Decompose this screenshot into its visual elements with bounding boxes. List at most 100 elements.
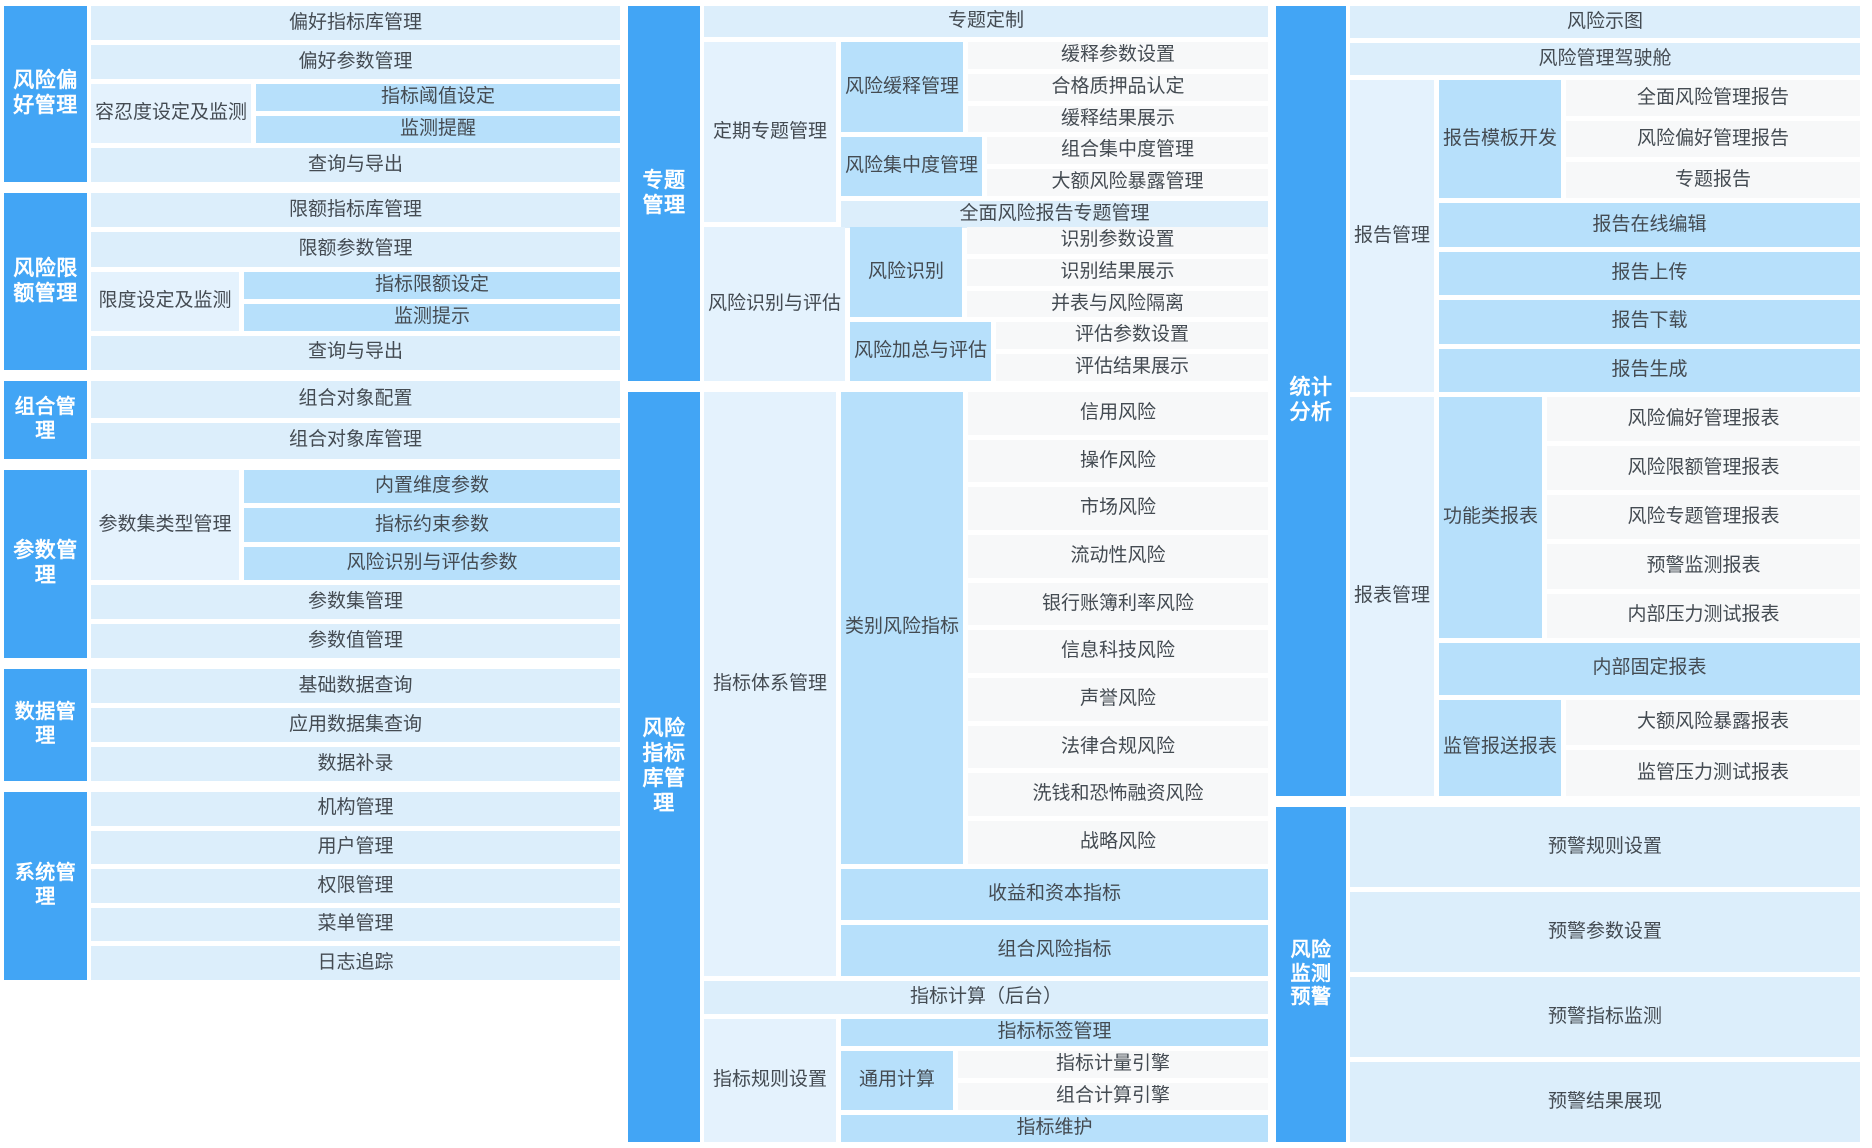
- module-title-portfolio[interactable]: 组合管理: [4, 381, 87, 459]
- group-label-limit-setting[interactable]: 限度设定及监测: [91, 271, 239, 331]
- item-indicator-calculation-backend[interactable]: 指标计算（后台）: [704, 981, 1268, 1014]
- group-label-tolerance[interactable]: 容忍度设定及监测: [91, 84, 252, 143]
- item-identify-result[interactable]: 识别结果展示: [967, 258, 1268, 286]
- item-alert-result-display[interactable]: 预警结果展现: [1350, 1062, 1860, 1142]
- item-risk-identify-assess-param[interactable]: 风险识别与评估参数: [244, 546, 620, 580]
- item-reputation-risk[interactable]: 声誉风险: [968, 678, 1268, 721]
- item-query-export-pref[interactable]: 查询与导出: [91, 147, 620, 183]
- item-sheet-large-exposure[interactable]: 大额风险暴露报表: [1566, 699, 1860, 746]
- group-label-periodic-topic[interactable]: 定期专题管理: [704, 42, 836, 222]
- item-consolidation-isolation[interactable]: 并表与风险隔离: [967, 290, 1268, 318]
- item-comprehensive-risk-report[interactable]: 全面风险管理报告: [1566, 80, 1860, 117]
- module-title-topic[interactable]: 专题管理: [628, 6, 700, 381]
- module-title-data[interactable]: 数据管理: [4, 669, 87, 781]
- subgroup-label-risk-identify[interactable]: 风险识别: [850, 227, 963, 318]
- item-portfolio-object-library[interactable]: 组合对象库管理: [91, 422, 620, 459]
- item-builtin-dimension-param[interactable]: 内置维度参数: [244, 470, 620, 504]
- group-label-risk-identify-assess[interactable]: 风险识别与评估: [704, 227, 846, 381]
- item-indicator-maintenance[interactable]: 指标维护: [841, 1114, 1268, 1142]
- item-basic-data-query[interactable]: 基础数据查询: [91, 669, 620, 703]
- item-eligible-collateral[interactable]: 合格质押品认定: [968, 73, 1268, 101]
- module-title-statistics[interactable]: 统计分析: [1276, 6, 1346, 796]
- item-portfolio-calc-engine[interactable]: 组合计算引擎: [958, 1083, 1268, 1110]
- item-credit-risk[interactable]: 信用风险: [968, 392, 1268, 435]
- item-risk-diagram[interactable]: 风险示图: [1350, 6, 1860, 38]
- item-market-risk[interactable]: 市场风险: [968, 487, 1268, 531]
- item-mitigation-result[interactable]: 缓释结果展示: [968, 105, 1268, 133]
- item-legal-compliance-risk[interactable]: 法律合规风险: [968, 725, 1268, 769]
- item-portfolio-concentration[interactable]: 组合集中度管理: [987, 137, 1268, 165]
- subgroup-label-category-risk-indicator[interactable]: 类别风险指标: [841, 392, 964, 864]
- item-it-risk[interactable]: 信息科技风险: [968, 630, 1268, 674]
- item-identify-param-setting[interactable]: 识别参数设置: [967, 227, 1268, 254]
- item-strategic-risk[interactable]: 战略风险: [968, 821, 1268, 864]
- item-alert-indicator-monitor[interactable]: 预警指标监测: [1350, 977, 1860, 1057]
- item-risk-cockpit[interactable]: 风险管理驾驶舱: [1350, 43, 1860, 75]
- subgroup-label-general-calculation[interactable]: 通用计算: [841, 1051, 953, 1110]
- item-report-online-edit[interactable]: 报告在线编辑: [1439, 203, 1860, 247]
- item-assess-param-setting[interactable]: 评估参数设置: [996, 322, 1268, 350]
- item-report-upload[interactable]: 报告上传: [1439, 251, 1860, 296]
- item-indicator-tag-mgmt[interactable]: 指标标签管理: [841, 1019, 1268, 1047]
- item-liquidity-risk[interactable]: 流动性风险: [968, 535, 1268, 578]
- group-label-sheet-mgmt[interactable]: 报表管理: [1350, 397, 1435, 796]
- item-sheet-internal-stress-test[interactable]: 内部压力测试报表: [1547, 593, 1860, 638]
- item-measurement-engine[interactable]: 指标计量引擎: [958, 1051, 1268, 1078]
- module-title-parameter[interactable]: 参数管理: [4, 470, 87, 658]
- item-banking-book-rate-risk[interactable]: 银行账簿利率风险: [968, 582, 1268, 626]
- module-title-system[interactable]: 系统管理: [4, 792, 87, 980]
- item-alert-rule-setting[interactable]: 预警规则设置: [1350, 807, 1860, 887]
- subgroup-label-risk-aggregation[interactable]: 风险加总与评估: [850, 322, 992, 381]
- module-title-risk-preference[interactable]: 风险偏好管理: [4, 6, 87, 182]
- item-topic-customization[interactable]: 专题定制: [704, 6, 1268, 37]
- item-org-mgmt[interactable]: 机构管理: [91, 792, 620, 826]
- subgroup-label-risk-concentration[interactable]: 风险集中度管理: [841, 137, 983, 196]
- item-sheet-risk-preference[interactable]: 风险偏好管理报表: [1547, 397, 1860, 442]
- item-aml-ctf-risk[interactable]: 洗钱和恐怖融资风险: [968, 773, 1268, 817]
- item-parameter-set-mgmt[interactable]: 参数集管理: [91, 585, 620, 619]
- group-label-indicator-system[interactable]: 指标体系管理: [704, 392, 836, 976]
- item-portfolio-object-config[interactable]: 组合对象配置: [91, 381, 620, 418]
- item-internal-fixed-sheet[interactable]: 内部固定报表: [1439, 642, 1860, 695]
- item-sheet-risk-limit[interactable]: 风险限额管理报表: [1547, 446, 1860, 491]
- item-menu-mgmt[interactable]: 菜单管理: [91, 907, 620, 942]
- item-preference-parameter[interactable]: 偏好参数管理: [91, 45, 620, 80]
- item-report-download[interactable]: 报告下载: [1439, 300, 1860, 344]
- item-query-export-limit[interactable]: 查询与导出: [91, 335, 620, 370]
- module-title-risk-limit[interactable]: 风险限额管理: [4, 193, 87, 370]
- item-threshold-setting[interactable]: 指标阈值设定: [256, 84, 620, 112]
- item-data-supplement[interactable]: 数据补录: [91, 747, 620, 781]
- item-assess-result[interactable]: 评估结果展示: [996, 354, 1268, 382]
- item-preference-indicator-library[interactable]: 偏好指标库管理: [91, 6, 620, 41]
- subgroup-label-functional-sheets[interactable]: 功能类报表: [1439, 397, 1543, 638]
- item-sheet-risk-topic[interactable]: 风险专题管理报表: [1547, 495, 1860, 540]
- item-sheet-regulatory-stress-test[interactable]: 监管压力测试报表: [1566, 750, 1860, 796]
- module-title-monitoring[interactable]: 风险监测预警: [1276, 807, 1346, 1142]
- item-limit-threshold[interactable]: 指标限额设定: [244, 271, 620, 299]
- item-risk-preference-report[interactable]: 风险偏好管理报告: [1566, 121, 1860, 158]
- group-label-report-mgmt[interactable]: 报告管理: [1350, 80, 1435, 392]
- item-indicator-constraint-param[interactable]: 指标约束参数: [244, 508, 620, 542]
- item-monitor-alert[interactable]: 监测提醒: [256, 116, 620, 143]
- item-user-mgmt[interactable]: 用户管理: [91, 830, 620, 865]
- item-permission-mgmt[interactable]: 权限管理: [91, 869, 620, 903]
- item-alert-param-setting[interactable]: 预警参数设置: [1350, 892, 1860, 972]
- item-report-generate[interactable]: 报告生成: [1439, 348, 1860, 392]
- item-log-trace[interactable]: 日志追踪: [91, 946, 620, 980]
- group-label-parameter-set-type[interactable]: 参数集类型管理: [91, 470, 239, 580]
- item-app-dataset-query[interactable]: 应用数据集查询: [91, 708, 620, 742]
- item-limit-parameter[interactable]: 限额参数管理: [91, 232, 620, 267]
- item-portfolio-risk-indicator[interactable]: 组合风险指标: [841, 924, 1268, 977]
- item-revenue-capital-indicator[interactable]: 收益和资本指标: [841, 868, 1268, 920]
- item-sheet-alert-monitor[interactable]: 预警监测报表: [1547, 544, 1860, 589]
- item-mitigation-param-setting[interactable]: 缓释参数设置: [968, 42, 1268, 69]
- item-large-exposure[interactable]: 大额风险暴露管理: [987, 169, 1268, 196]
- item-operational-risk[interactable]: 操作风险: [968, 439, 1268, 483]
- item-parameter-value-mgmt[interactable]: 参数值管理: [91, 624, 620, 658]
- subgroup-label-regulatory-sheets[interactable]: 监管报送报表: [1439, 699, 1562, 796]
- subgroup-label-report-template-dev[interactable]: 报告模板开发: [1439, 80, 1562, 199]
- item-monitor-tip[interactable]: 监测提示: [244, 303, 620, 331]
- module-title-indicator-library[interactable]: 风险指标库管理: [628, 392, 700, 1142]
- subgroup-label-risk-mitigation[interactable]: 风险缓释管理: [841, 42, 964, 133]
- group-label-indicator-rule[interactable]: 指标规则设置: [704, 1019, 836, 1142]
